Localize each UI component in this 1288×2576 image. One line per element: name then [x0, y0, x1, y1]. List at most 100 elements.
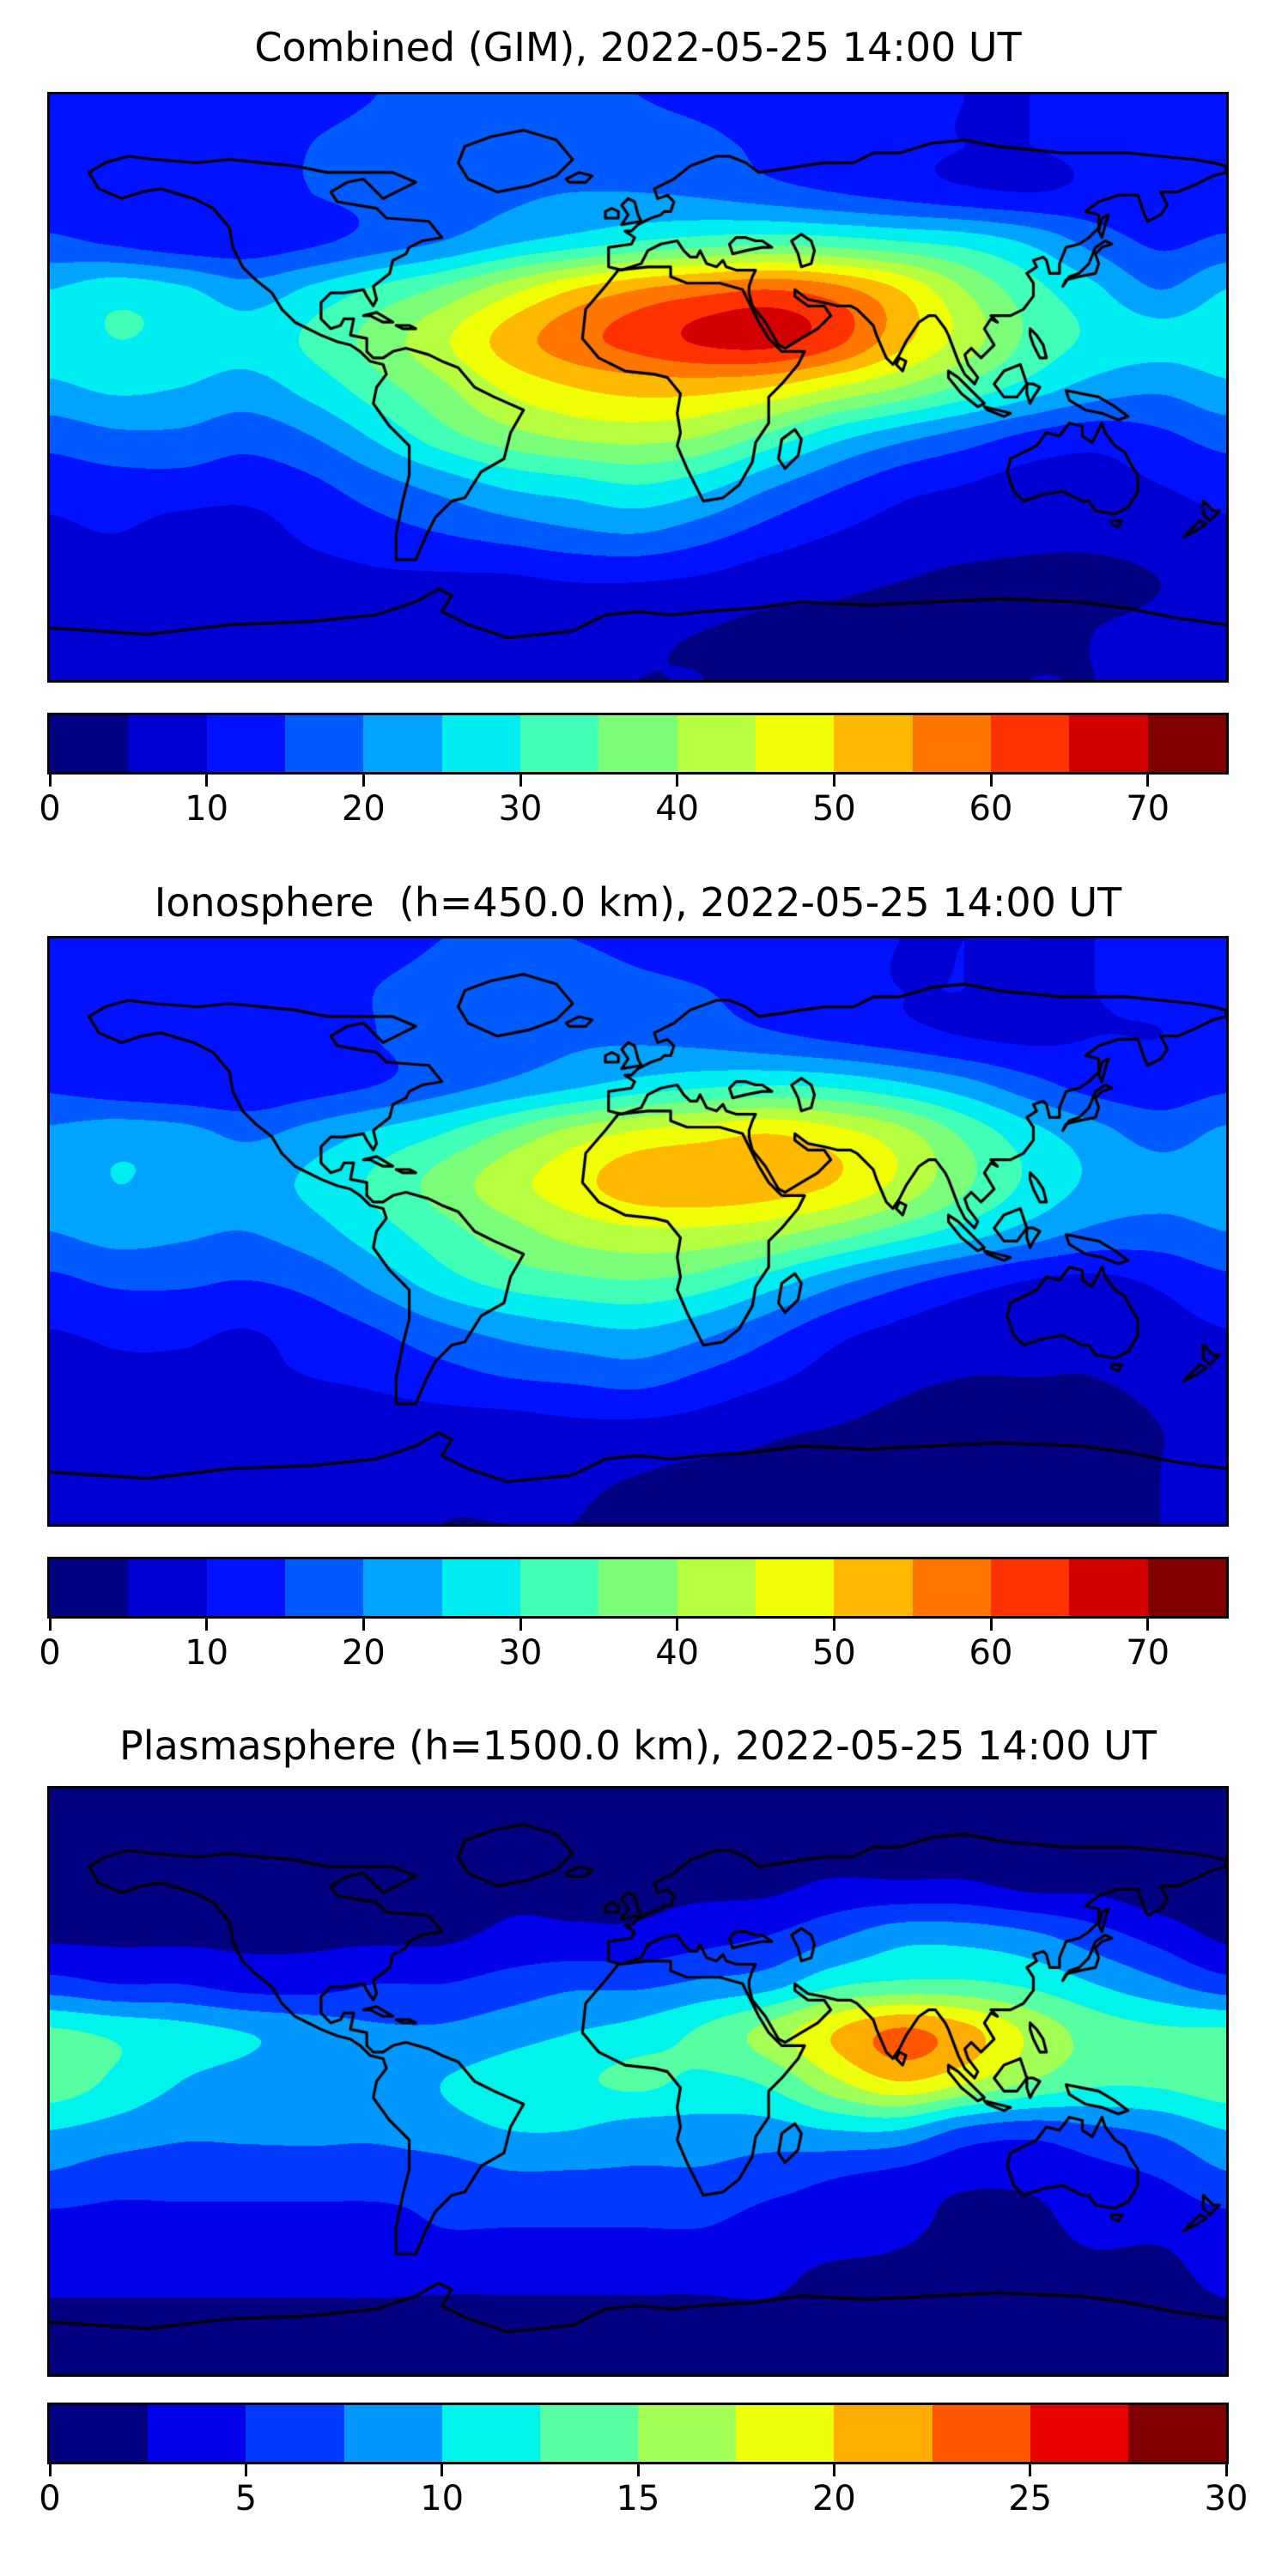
colorbar-tick-label: 20: [341, 1633, 386, 1673]
colorbar-tick-label: 15: [616, 2479, 660, 2518]
colorbar-segment: [834, 1559, 913, 1616]
colorbar-segment: [1069, 715, 1148, 772]
colorbar-plasmasphere: [47, 2403, 1229, 2464]
colorbar-tick-mark: [989, 1619, 993, 1631]
colorbar-tick-mark: [676, 1619, 679, 1631]
colorbar-ticks-ionosphere: [48, 1619, 1226, 1631]
colorbar-tick-mark: [989, 775, 993, 787]
colorbar-tick-mark: [361, 775, 365, 787]
colorbar-tick-label: 20: [811, 2479, 856, 2518]
colorbar-tick-label: 5: [234, 2479, 258, 2518]
colorbar-tick-mark: [636, 2464, 640, 2476]
contour-map-canvas-plasmasphere: [50, 1789, 1226, 2374]
colorbar-segment: [363, 715, 442, 772]
colorbar-segment: [206, 715, 285, 772]
colorbar-segment: [50, 715, 129, 772]
colorbar-segment: [50, 1559, 129, 1616]
colorbar-tick-mark: [48, 775, 52, 787]
colorbar-segment: [343, 2405, 442, 2462]
colorbar-segment: [519, 715, 599, 772]
colorbar-segment: [519, 1559, 599, 1616]
colorbar-tick-label: 30: [1204, 2479, 1249, 2518]
colorbar-tick-mark: [440, 2464, 444, 2476]
colorbar-tick-labels-combined: 0 10 20 30 40 50 60 70: [39, 788, 1226, 831]
colorbar-segment: [990, 1559, 1070, 1616]
colorbar-segment: [441, 1559, 520, 1616]
colorbar-segment: [932, 2405, 1030, 2462]
world-map-ionosphere: [47, 936, 1229, 1527]
colorbar-tick-label: 30: [498, 1633, 543, 1673]
colorbar-tick-label: 0: [39, 1633, 61, 1673]
colorbar-tick-label: 20: [341, 789, 386, 829]
colorbar-segment: [677, 1559, 756, 1616]
colorbar-segment: [441, 2405, 540, 2462]
world-map-plasmasphere: [47, 1786, 1229, 2377]
colorbar-segment: [598, 1559, 677, 1616]
colorbar-tick-mark: [832, 2464, 835, 2476]
colorbar-tick-mark: [1029, 2464, 1032, 2476]
colorbar-tick-label: 10: [185, 789, 229, 829]
world-map-combined: [47, 92, 1229, 683]
colorbar-segment: [1147, 715, 1226, 772]
colorbar-tick-mark: [1146, 1619, 1150, 1631]
colorbar-tick-mark: [832, 775, 835, 787]
colorbar-tick-mark: [676, 775, 679, 787]
colorbar-segment: [677, 715, 756, 772]
colorbar-segment: [912, 1559, 991, 1616]
colorbar-segment: [736, 2405, 835, 2462]
colorbar-tick-label: 50: [811, 789, 856, 829]
colorbar-segment: [1069, 1559, 1148, 1616]
colorbar-segment: [990, 715, 1070, 772]
colorbar-segment: [638, 2405, 737, 2462]
colorbar-combined: [47, 713, 1229, 775]
colorbar-segment: [50, 2405, 149, 2462]
colorbar-segment: [834, 2405, 933, 2462]
colorbar-tick-labels-plasmasphere: 0 5 10 15 20 25 30: [39, 2478, 1248, 2521]
colorbar-segment: [755, 715, 835, 772]
colorbar-tick-mark: [48, 2464, 52, 2476]
colorbar-segment: [441, 715, 520, 772]
colorbar-ionosphere: [47, 1557, 1229, 1619]
colorbar-tick-label: 40: [655, 789, 700, 829]
colorbar-tick-label: 40: [655, 1633, 700, 1673]
colorbar-tick-label: 25: [1008, 2479, 1053, 2518]
colorbar-segment: [912, 715, 991, 772]
colorbar-tick-label: 0: [39, 789, 61, 829]
colorbar-tick-mark: [1146, 775, 1150, 787]
colorbar-tick-label: 70: [1126, 1633, 1170, 1673]
colorbar-tick-label: 70: [1126, 789, 1170, 829]
colorbar-segment: [755, 1559, 835, 1616]
panel-title-ionosphere: Ionosphere (h=450.0 km), 2022-05-25 14:0…: [154, 879, 1122, 926]
colorbar-tick-mark: [205, 775, 209, 787]
colorbar-segment: [834, 715, 913, 772]
colorbar-tick-mark: [205, 1619, 209, 1631]
colorbar-segment: [128, 715, 207, 772]
colorbar-tick-mark: [832, 1619, 835, 1631]
colorbar-tick-mark: [48, 1619, 52, 1631]
panel-title-plasmasphere: Plasmasphere (h=1500.0 km), 2022-05-25 1…: [119, 1722, 1157, 1769]
colorbar-segment: [363, 1559, 442, 1616]
contour-map-canvas-ionosphere: [50, 939, 1226, 1524]
colorbar-segment: [1147, 1559, 1226, 1616]
colorbar-tick-label: 60: [969, 1633, 1013, 1673]
colorbar-tick-label: 10: [185, 1633, 229, 1673]
colorbar-tick-mark: [519, 1619, 522, 1631]
colorbar-tick-mark: [361, 1619, 365, 1631]
colorbar-segment: [206, 1559, 285, 1616]
colorbar-tick-label: 60: [969, 789, 1013, 829]
colorbar-tick-label: 50: [811, 1633, 856, 1673]
colorbar-tick-labels-ionosphere: 0 10 20 30 40 50 60 70: [39, 1632, 1226, 1675]
colorbar-segment: [598, 715, 677, 772]
colorbar-segment: [1030, 2405, 1128, 2462]
panel-title-combined: Combined (GIM), 2022-05-25 14:00 UT: [254, 24, 1022, 70]
colorbar-segment: [246, 2405, 344, 2462]
colorbar-segment: [128, 1559, 207, 1616]
colorbar-tick-label: 30: [498, 789, 543, 829]
colorbar-tick-mark: [1224, 2464, 1228, 2476]
colorbar-tick-mark: [519, 775, 522, 787]
contour-map-canvas-combined: [50, 94, 1226, 680]
colorbar-segment: [284, 715, 364, 772]
colorbar-tick-label: 10: [420, 2479, 465, 2518]
colorbar-segment: [539, 2405, 639, 2462]
